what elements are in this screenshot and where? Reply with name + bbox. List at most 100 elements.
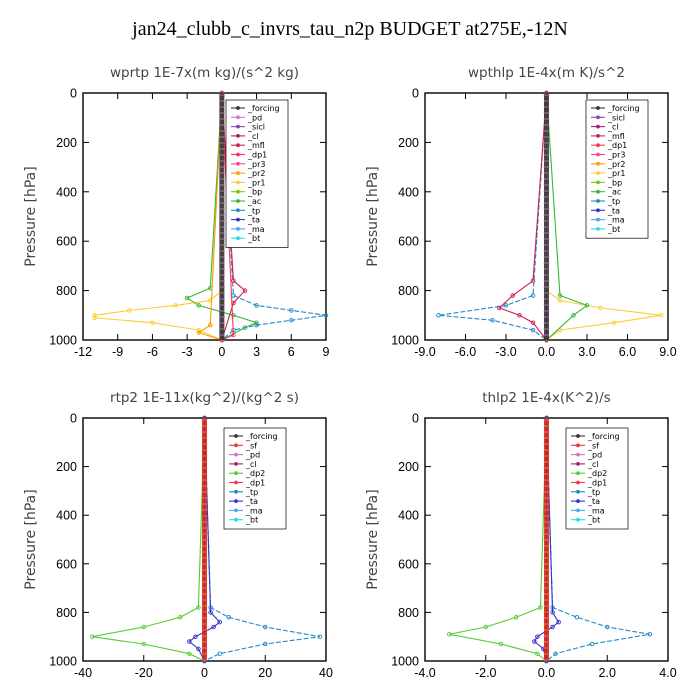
legend-label: _tp <box>247 206 260 215</box>
data-point-ta <box>211 624 216 630</box>
legend-marker <box>236 227 240 231</box>
y-tick-label: 600 <box>398 557 419 571</box>
x-tick-label: 6 <box>288 345 295 359</box>
legend-marker <box>596 152 600 157</box>
data-point-dp2 <box>196 605 201 610</box>
legend-label: _pd <box>245 451 260 460</box>
x-tick-label: 0.0 <box>538 666 555 680</box>
data-point-mfl <box>231 278 236 283</box>
x-tick-label: 9.0 <box>659 345 676 359</box>
chart-panel-4: thlp2 1E-4x(K^2)/s Pressure [hPa] -4.0 -2.0… <box>365 390 677 680</box>
data-point-pr1 <box>557 298 563 303</box>
legend-marker <box>576 443 580 448</box>
legend: _forcing_sicl_cl_mfl_dp1_pr3_pr2_pr1_bp_… <box>585 99 649 239</box>
legend-label: _pr2 <box>607 160 625 169</box>
x-tick-label: -20 <box>135 666 153 680</box>
data-point-mfl <box>530 278 536 283</box>
legend-label: _tp <box>245 488 258 497</box>
legend-marker <box>596 217 600 222</box>
x-tick-label: -3.0 <box>495 345 517 359</box>
legend-marker <box>576 508 580 513</box>
legend-marker <box>596 161 600 166</box>
legend-label: _pd <box>587 451 602 460</box>
series-line-mfl <box>498 92 548 341</box>
legend-marker <box>236 189 240 194</box>
data-point-pr2 <box>196 330 201 335</box>
legend: _forcing_pd_sicl_cl_mfl_dp1_pr3_pr2_pr1_… <box>225 99 289 248</box>
legend-marker <box>236 152 240 157</box>
data-point-mfl <box>530 320 536 325</box>
x-tick-label: 40 <box>319 666 333 680</box>
plot-frame <box>82 92 327 341</box>
legend-label: _ac <box>607 188 621 197</box>
legend-marker <box>236 106 240 110</box>
legend-marker <box>234 517 238 522</box>
data-point-pr1 <box>208 298 213 303</box>
chart-panel-3: rtp2 1E-11x(kg^2)/(kg^2 s) Pressure [hPa]… <box>23 390 333 680</box>
chart-panel-1: wprtp 1E-7x(m kg)/(s^2 kg) Pressure [hPa]… <box>23 65 330 359</box>
legend-marker <box>236 115 240 120</box>
legend-label: _bt <box>245 516 258 525</box>
legend-marker <box>234 462 238 466</box>
y-tick-label: 200 <box>398 136 419 150</box>
y-tick-label: 400 <box>398 185 419 199</box>
data-point-dp2 <box>498 641 504 647</box>
near-zero-term-stack <box>544 93 549 340</box>
data-point-tp <box>490 317 495 323</box>
legend-marker <box>236 208 240 213</box>
x-tick-label: 9 <box>323 345 330 359</box>
y-tick-label: 1000 <box>391 334 419 348</box>
legend-marker <box>576 462 580 466</box>
legend-marker <box>596 134 600 138</box>
data-point-pr1 <box>173 303 178 308</box>
legend-label: _dp1 <box>607 141 627 150</box>
data-point-dp2 <box>483 624 489 630</box>
legend-marker <box>576 452 580 457</box>
legend-marker <box>236 143 240 148</box>
legend-marker <box>236 161 240 166</box>
x-tick-label: -9.0 <box>414 345 436 359</box>
legend-label: _bt <box>607 225 620 234</box>
legend-label: _pd <box>247 113 262 122</box>
legend-marker <box>236 199 240 203</box>
y-tick-label: 1000 <box>391 655 419 669</box>
legend-label: _forcing <box>587 432 620 441</box>
data-point-ta <box>535 634 540 639</box>
x-tick-label: 0 <box>218 345 225 359</box>
y-tick-label: 400 <box>398 509 419 523</box>
data-point-tp <box>589 641 595 647</box>
y-tick-label: 1000 <box>49 655 77 669</box>
legend-label: _ma <box>247 225 265 234</box>
legend-marker <box>236 134 240 138</box>
data-point-tp <box>263 641 268 647</box>
data-point-tp <box>317 634 323 639</box>
legend-marker <box>596 115 600 120</box>
data-point-tp <box>530 327 536 333</box>
legend-label: _ma <box>607 216 625 225</box>
series-line-pr2 <box>197 92 223 341</box>
legend-label: _pr2 <box>247 169 265 178</box>
data-point-ta <box>550 610 555 615</box>
data-point-tp <box>226 615 232 620</box>
series-line-dp2 <box>449 417 548 662</box>
data-point-dp2 <box>141 641 146 647</box>
legend-label: _tp <box>607 197 620 206</box>
x-tick-label: 3 <box>253 345 260 359</box>
data-point-dp2 <box>141 624 146 630</box>
data-point-tp <box>605 624 610 630</box>
y-tick-label: 400 <box>56 509 77 523</box>
data-point-pr1 <box>150 320 155 325</box>
legend-marker <box>596 180 600 185</box>
data-point-pr1 <box>659 313 664 318</box>
legend-marker <box>596 189 600 194</box>
legend-marker <box>576 471 580 476</box>
legend-marker <box>576 480 580 485</box>
near-zero-term-stack <box>544 418 549 661</box>
legend-label: _ma <box>587 506 605 515</box>
x-tick-label: -12 <box>74 345 92 359</box>
near-zero-term-stack <box>219 93 225 340</box>
data-point-ta <box>532 639 537 644</box>
data-point-ac <box>231 313 236 318</box>
series-line-dp2 <box>92 417 206 662</box>
data-point-ta <box>217 619 222 625</box>
